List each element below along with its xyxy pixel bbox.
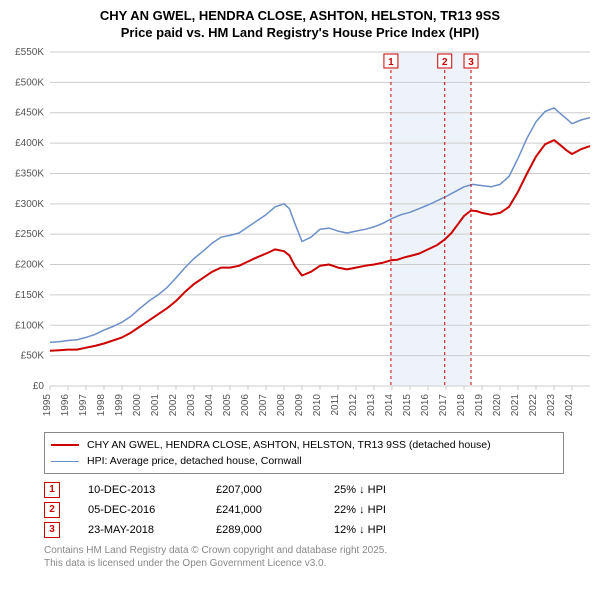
svg-text:3: 3 (468, 57, 474, 68)
svg-text:£100K: £100K (15, 320, 44, 331)
annotation-date: 10-DEC-2013 (88, 480, 188, 500)
svg-text:2: 2 (442, 57, 448, 68)
annotation-row: 2 05-DEC-2016 £241,000 22% ↓ HPI (44, 500, 592, 520)
svg-text:£400K: £400K (15, 138, 44, 149)
svg-text:1995: 1995 (42, 394, 53, 417)
legend-label: CHY AN GWEL, HENDRA CLOSE, ASHTON, HELST… (87, 437, 491, 453)
svg-text:£350K: £350K (15, 168, 44, 179)
svg-text:2011: 2011 (330, 394, 341, 416)
svg-text:1996: 1996 (60, 394, 71, 417)
chart-area: £0 £50K £100K £150K £200K £250K £300K £350K £400… (4, 46, 596, 426)
legend: CHY AN GWEL, HENDRA CLOSE, ASHTON, HELST… (44, 432, 564, 474)
svg-text:£150K: £150K (15, 290, 44, 301)
annotation-date: 23-MAY-2018 (88, 520, 188, 540)
legend-label: HPI: Average price, detached house, Corn… (87, 453, 302, 469)
annotation-number-box: 2 (44, 502, 60, 518)
svg-text:1998: 1998 (96, 394, 107, 417)
svg-text:2002: 2002 (168, 394, 179, 417)
svg-text:2017: 2017 (438, 394, 449, 417)
svg-text:2003: 2003 (186, 394, 197, 417)
svg-text:2020: 2020 (492, 394, 503, 417)
annotation-pct: 22% ↓ HPI (334, 500, 434, 520)
legend-row: CHY AN GWEL, HENDRA CLOSE, ASHTON, HELST… (51, 437, 557, 453)
title-line-1: CHY AN GWEL, HENDRA CLOSE, ASHTON, HELST… (4, 8, 596, 23)
legend-swatch (51, 444, 79, 446)
svg-text:2013: 2013 (366, 394, 377, 417)
svg-text:2012: 2012 (348, 394, 359, 417)
annotation-pct: 25% ↓ HPI (334, 480, 434, 500)
svg-text:£0: £0 (33, 381, 45, 392)
svg-text:2018: 2018 (456, 394, 467, 417)
svg-text:2009: 2009 (294, 394, 305, 417)
svg-text:2019: 2019 (474, 394, 485, 417)
legend-row: HPI: Average price, detached house, Corn… (51, 453, 557, 469)
svg-text:2021: 2021 (510, 394, 521, 417)
annotation-price: £289,000 (216, 520, 306, 540)
svg-text:1999: 1999 (114, 394, 125, 417)
svg-text:1: 1 (388, 57, 394, 68)
annotation-table: 1 10-DEC-2013 £207,000 25% ↓ HPI 2 05-DEC-201… (44, 480, 592, 540)
svg-text:2024: 2024 (564, 394, 575, 417)
annotation-number-box: 3 (44, 522, 60, 538)
legend-swatch (51, 461, 79, 462)
annotation-price: £207,000 (216, 480, 306, 500)
annotation-row: 1 10-DEC-2013 £207,000 25% ↓ HPI (44, 480, 592, 500)
footer-line-1: Contains HM Land Registry data © Crown c… (44, 544, 592, 557)
svg-text:2004: 2004 (204, 394, 215, 417)
svg-text:£500K: £500K (15, 77, 44, 88)
svg-text:1997: 1997 (78, 394, 89, 417)
svg-text:2006: 2006 (240, 394, 251, 417)
annotation-row: 3 23-MAY-2018 £289,000 12% ↓ HPI (44, 520, 592, 540)
annotation-pct: 12% ↓ HPI (334, 520, 434, 540)
annotation-date: 05-DEC-2016 (88, 500, 188, 520)
svg-text:2008: 2008 (276, 394, 287, 417)
footer-attribution: Contains HM Land Registry data © Crown c… (44, 544, 592, 570)
svg-text:2023: 2023 (546, 394, 557, 417)
svg-text:£250K: £250K (15, 229, 44, 240)
footer-line-2: This data is licensed under the Open Gov… (44, 557, 592, 570)
annotation-price: £241,000 (216, 500, 306, 520)
svg-text:2005: 2005 (222, 394, 233, 417)
line-chart-svg: £0 £50K £100K £150K £200K £250K £300K £350K £400… (4, 46, 596, 426)
title-line-2: Price paid vs. HM Land Registry's House … (4, 25, 596, 40)
svg-text:2001: 2001 (150, 394, 161, 417)
svg-text:2010: 2010 (312, 394, 323, 417)
svg-text:£450K: £450K (15, 108, 44, 119)
svg-text:£50K: £50K (21, 351, 45, 362)
svg-text:2016: 2016 (420, 394, 431, 417)
svg-text:2015: 2015 (402, 394, 413, 417)
svg-text:£200K: £200K (15, 260, 44, 271)
annotation-number-box: 1 (44, 482, 60, 498)
svg-text:2014: 2014 (384, 394, 395, 417)
svg-text:£300K: £300K (15, 199, 44, 210)
svg-text:2000: 2000 (132, 394, 143, 417)
svg-text:£550K: £550K (15, 47, 44, 58)
svg-text:2007: 2007 (258, 394, 269, 417)
svg-text:2022: 2022 (528, 394, 539, 417)
chart-title-block: CHY AN GWEL, HENDRA CLOSE, ASHTON, HELST… (4, 8, 596, 40)
